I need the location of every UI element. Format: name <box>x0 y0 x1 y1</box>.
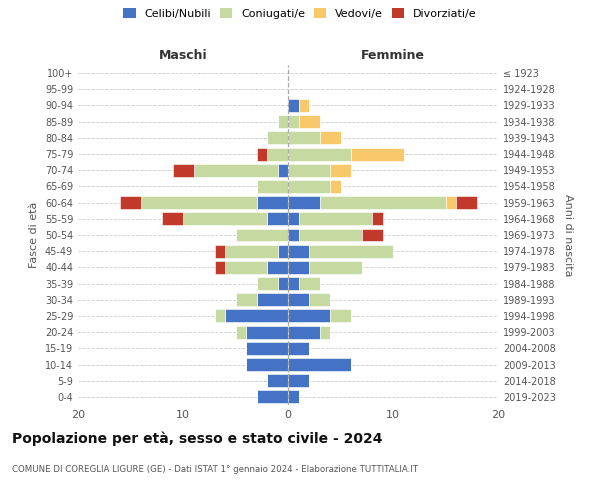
Bar <box>267 374 288 387</box>
Bar <box>235 294 257 306</box>
Bar <box>299 99 309 112</box>
Bar <box>288 310 330 322</box>
Bar <box>372 212 383 226</box>
Bar <box>456 196 477 209</box>
Bar <box>288 277 299 290</box>
Bar <box>309 261 361 274</box>
Bar <box>299 277 320 290</box>
Bar <box>141 196 257 209</box>
Bar <box>120 196 141 209</box>
Bar <box>277 244 288 258</box>
Bar <box>288 196 320 209</box>
Bar <box>361 228 383 241</box>
Bar <box>183 212 267 226</box>
Bar <box>246 342 288 355</box>
Bar <box>267 132 288 144</box>
Bar <box>267 148 288 160</box>
Legend: Celibi/Nubili, Coniugati/e, Vedovi/e, Divorziati/e: Celibi/Nubili, Coniugati/e, Vedovi/e, Di… <box>121 6 479 21</box>
Bar <box>288 374 309 387</box>
Bar <box>288 358 351 371</box>
Bar <box>445 196 456 209</box>
Bar <box>288 180 330 193</box>
Bar <box>277 277 288 290</box>
Bar <box>320 196 445 209</box>
Bar <box>215 244 225 258</box>
Bar <box>299 115 320 128</box>
Bar <box>299 212 372 226</box>
Bar <box>193 164 277 176</box>
Bar <box>225 261 267 274</box>
Bar <box>215 310 225 322</box>
Bar <box>288 342 309 355</box>
Bar <box>257 180 288 193</box>
Bar <box>277 115 288 128</box>
Bar <box>288 148 351 160</box>
Text: Popolazione per età, sesso e stato civile - 2024: Popolazione per età, sesso e stato civil… <box>12 431 383 446</box>
Bar <box>299 228 361 241</box>
Text: Maschi: Maschi <box>158 50 208 62</box>
Y-axis label: Anni di nascita: Anni di nascita <box>563 194 572 276</box>
Bar <box>330 310 351 322</box>
Bar <box>288 294 309 306</box>
Bar <box>257 148 267 160</box>
Bar <box>246 358 288 371</box>
Bar <box>288 261 309 274</box>
Bar <box>246 326 288 338</box>
Bar <box>288 164 330 176</box>
Bar <box>288 326 320 338</box>
Bar <box>309 244 393 258</box>
Bar <box>235 326 246 338</box>
Bar <box>235 228 288 241</box>
Text: COMUNE DI COREGLIA LIGURE (GE) - Dati ISTAT 1° gennaio 2024 - Elaborazione TUTTI: COMUNE DI COREGLIA LIGURE (GE) - Dati IS… <box>12 466 418 474</box>
Bar <box>309 294 330 306</box>
Bar <box>257 390 288 404</box>
Bar <box>330 164 351 176</box>
Bar <box>257 196 288 209</box>
Bar <box>225 244 277 258</box>
Bar <box>277 164 288 176</box>
Bar <box>288 212 299 226</box>
Bar <box>320 132 341 144</box>
Bar <box>330 180 341 193</box>
Bar <box>173 164 193 176</box>
Bar <box>267 212 288 226</box>
Bar <box>257 294 288 306</box>
Bar <box>288 228 299 241</box>
Bar <box>351 148 404 160</box>
Bar <box>288 99 299 112</box>
Bar <box>320 326 330 338</box>
Bar <box>215 261 225 274</box>
Bar <box>162 212 183 226</box>
Y-axis label: Fasce di età: Fasce di età <box>29 202 39 268</box>
Bar <box>257 277 277 290</box>
Text: Femmine: Femmine <box>361 50 425 62</box>
Bar <box>288 132 320 144</box>
Bar <box>288 390 299 404</box>
Bar <box>225 310 288 322</box>
Bar <box>288 115 299 128</box>
Bar <box>267 261 288 274</box>
Bar <box>288 244 309 258</box>
